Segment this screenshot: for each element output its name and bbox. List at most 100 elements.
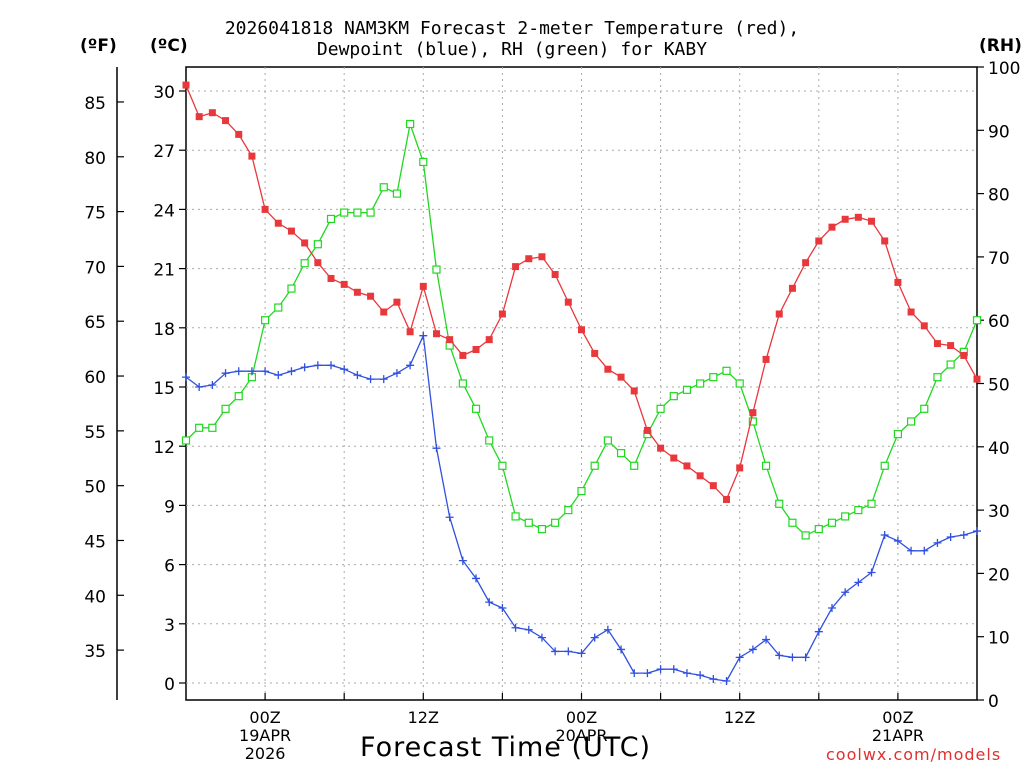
rh-tick-label: 30: [988, 502, 1010, 522]
temperature-point: [393, 298, 401, 306]
temperature-point: [222, 117, 230, 125]
rh-point: [195, 423, 204, 432]
rh-point: [841, 512, 850, 521]
temperature-point: [723, 495, 731, 503]
dewpoint-point: [274, 371, 283, 380]
temperature-point: [459, 351, 467, 359]
dewpoint-point: [841, 588, 850, 597]
fahrenheit-tick-label: 75: [84, 204, 106, 224]
temperature-point: [261, 205, 269, 213]
series-line-temperature: [185, 84, 978, 501]
temperature-point: [933, 340, 941, 348]
rh-point: [366, 208, 375, 217]
dewpoint-point: [511, 623, 520, 632]
rh-point: [537, 524, 547, 534]
x-tick-label: 12Z: [724, 708, 755, 727]
rh-point: [946, 360, 955, 369]
rh-point: [906, 417, 916, 426]
rh-point: [867, 499, 876, 508]
x-axis-label: Forecast Time (UTC): [360, 732, 652, 763]
chart-title-line-1: 2026041818 NAM3KM Forecast 2-meter Tempe…: [224, 18, 800, 39]
temperature-point: [815, 237, 823, 245]
rh-point: [274, 303, 283, 312]
x-tick-label: 19APR: [239, 726, 291, 745]
temperature-point: [564, 298, 572, 306]
temperature-point: [472, 346, 480, 354]
rh-point: [181, 436, 191, 445]
dewpoint-point: [709, 675, 718, 684]
temperature-point: [670, 454, 678, 462]
celsius-tick-label: 27: [153, 142, 175, 162]
rh-tick-label: 40: [988, 439, 1010, 459]
celsius-tick-label: 18: [153, 320, 175, 340]
temperature-point: [920, 322, 928, 330]
rh-tick-label: 80: [988, 186, 1010, 206]
rh-point: [616, 449, 626, 458]
temperature-point: [248, 152, 256, 160]
rh-point: [656, 404, 665, 413]
celsius-tick-label: 24: [153, 201, 175, 221]
dewpoint-point: [867, 568, 876, 577]
celsius-tick-label: 21: [153, 261, 175, 281]
dewpoint-point: [353, 371, 362, 380]
temperature-point: [683, 462, 691, 470]
temperature-point: [274, 219, 282, 227]
credit-text: coolwx.com/models: [826, 745, 1002, 764]
rh-point: [748, 417, 757, 426]
temperature-point: [947, 342, 955, 350]
rh-point: [458, 379, 467, 388]
dewpoint-point: [880, 531, 889, 539]
dewpoint-point: [340, 365, 349, 374]
rh-tick-label: 90: [988, 122, 1010, 142]
dewpoint-point: [564, 647, 573, 656]
plot-frame: [185, 66, 978, 701]
rh-point: [827, 518, 837, 527]
temperature-point: [907, 308, 915, 316]
dewpoint-point: [973, 527, 981, 536]
celsius-tick-label: 30: [153, 83, 175, 103]
rh-point: [814, 524, 823, 534]
temperature-point: [749, 409, 757, 417]
temperature-point: [512, 263, 520, 271]
rh-point: [340, 208, 349, 217]
rh-point: [261, 316, 270, 325]
rh-point: [893, 430, 903, 439]
temperature-point: [182, 81, 190, 89]
dewpoint-point: [234, 367, 243, 376]
dewpoint-point: [854, 578, 863, 587]
rh-point: [880, 461, 889, 470]
dewpoint-point: [472, 574, 481, 583]
rh-point: [564, 506, 573, 515]
temperature-point: [340, 280, 348, 288]
chart-title-line-2: Dewpoint (blue), RH (green) for KABY: [316, 39, 708, 60]
dewpoint-point: [669, 665, 678, 674]
rh-point: [485, 436, 494, 445]
temperature-point: [762, 355, 770, 363]
fahrenheit-tick-label: 60: [84, 368, 106, 388]
rh-point: [577, 487, 586, 496]
rh-point: [933, 373, 942, 382]
celsius-tick-label: 0: [164, 675, 175, 695]
temperature-point: [301, 239, 309, 247]
dewpoint-point: [221, 369, 230, 378]
temperature-point: [604, 365, 612, 373]
temperature-point: [525, 255, 533, 263]
temperature-point: [881, 237, 889, 245]
dewpoint-point: [458, 556, 467, 565]
temperature-point: [485, 336, 493, 344]
dewpoint-point: [827, 604, 836, 613]
rh-point: [722, 366, 731, 375]
temperature-point: [617, 373, 625, 381]
temperature-point: [327, 274, 335, 282]
dewpoint-point: [406, 361, 415, 370]
temperature-point: [894, 278, 902, 286]
dewpoint-point: [603, 625, 612, 634]
dewpoint-point: [366, 375, 375, 384]
x-tick-label: 00Z: [882, 708, 913, 727]
rh-point: [682, 385, 692, 394]
dewpoint-point: [722, 677, 731, 686]
temperature-point: [287, 227, 295, 235]
rh-point: [590, 461, 599, 470]
fahrenheit-unit-label: (ºF): [80, 36, 117, 56]
